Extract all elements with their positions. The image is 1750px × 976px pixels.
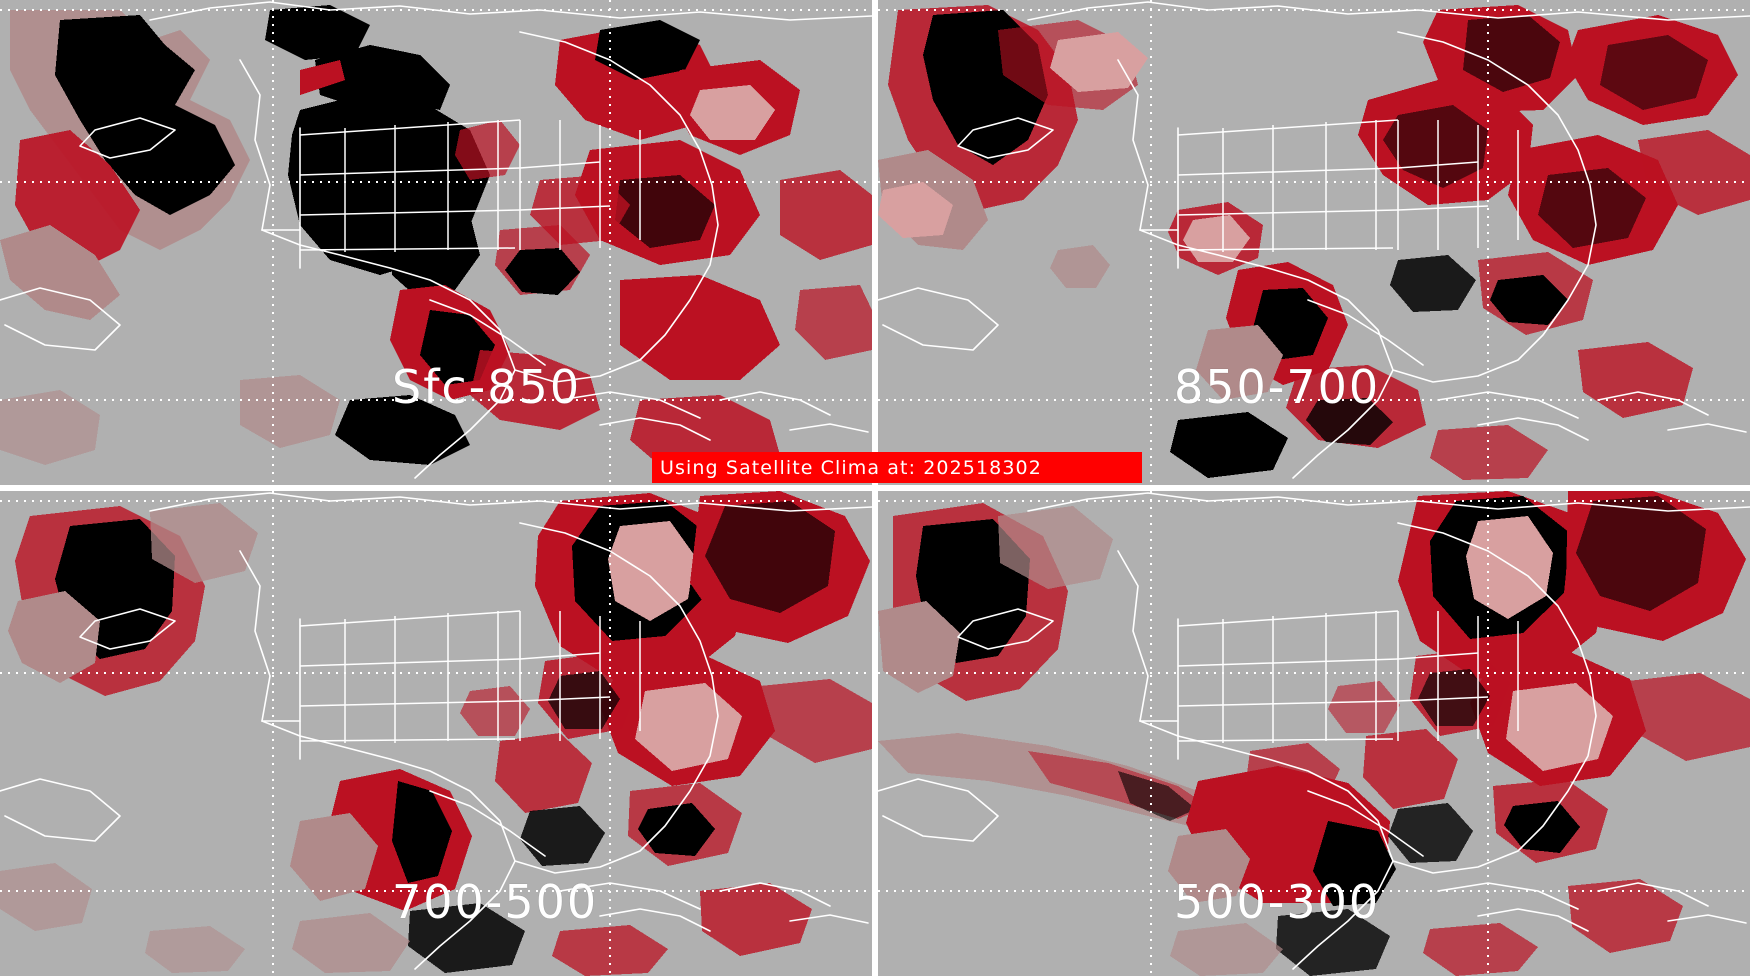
status-banner-text: Using Satellite Clima at: 202518302 [660, 456, 1042, 479]
map-canvas-sfc-850 [0, 0, 872, 485]
map-canvas-700-500 [0, 491, 872, 976]
map-panel-sfc-850[interactable]: Sfc-850 [0, 0, 872, 485]
status-banner: Using Satellite Clima at: 202518302 [652, 452, 1142, 483]
coastlines-700-500 [0, 492, 872, 970]
graticule-700-500 [0, 491, 872, 976]
coastlines-sfc-850 [0, 1, 872, 479]
graticule-sfc-850 [0, 0, 872, 485]
map-panel-700-500[interactable]: 700-500 [0, 491, 872, 976]
graticule-500-300 [878, 491, 1750, 976]
map-canvas-500-300 [878, 491, 1750, 976]
panel-divider-horizontal [0, 485, 1750, 491]
data-field-850-700 [878, 5, 1750, 480]
graticule-850-700 [878, 0, 1750, 485]
map-panel-850-700[interactable]: 850-700 [878, 0, 1750, 485]
map-canvas-850-700 [878, 0, 1750, 485]
data-field-sfc-850 [0, 5, 872, 475]
coastlines-500-300 [878, 492, 1750, 970]
coastlines-850-700 [878, 1, 1750, 479]
map-panel-500-300[interactable]: 500-300 [878, 491, 1750, 976]
data-field-500-300 [878, 491, 1750, 976]
